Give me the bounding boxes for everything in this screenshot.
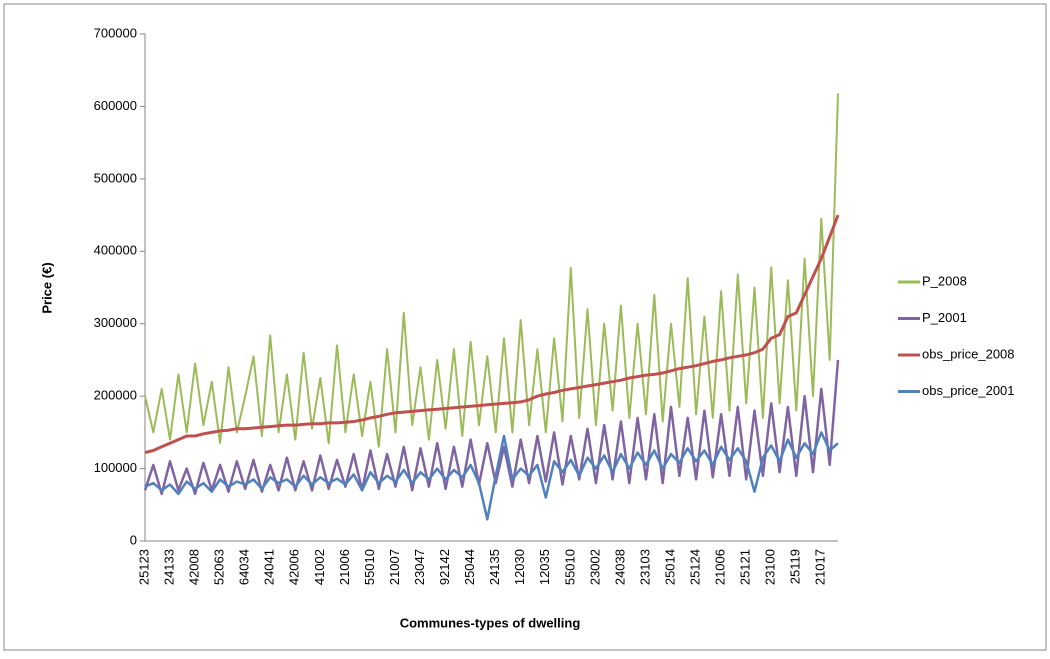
x-tick-label: 64034 [237,549,252,585]
x-axis-label: Communes-types of dwelling [400,615,581,630]
y-tick-label: 100000 [94,460,137,475]
x-tick-label: 24041 [262,549,277,585]
x-tick-label: 25044 [462,549,477,585]
x-tick-label: 21017 [813,549,828,585]
chart-frame [3,3,1047,651]
x-tick-label: 42006 [287,549,302,585]
series-line [144,93,839,448]
y-tick-label: 700000 [94,25,137,40]
x-tick-label: 23103 [637,549,652,585]
x-tick-label: 55010 [362,549,377,585]
x-tick-label: 24133 [161,549,176,585]
legend-label: obs_price_2008 [922,346,1015,361]
x-tick-label: 55010 [562,549,577,585]
x-tick-label: 12035 [537,549,552,585]
y-tick-label: 500000 [94,170,137,185]
x-tick-label: 24135 [487,549,502,585]
y-tick-label: 300000 [94,315,137,330]
x-tick-label: 92142 [437,549,452,585]
x-tick-label: 25123 [136,549,151,585]
y-tick-label: 600000 [94,98,137,113]
x-tick-label: 25014 [662,549,677,585]
x-tick-label: 12030 [512,549,527,585]
y-tick-label: 0 [130,532,137,547]
series-line [144,431,839,521]
x-tick-label: 21007 [387,549,402,585]
x-tick-label: 25119 [788,549,803,584]
y-tick-label: 200000 [94,388,137,403]
x-tick-label: 25121 [738,549,753,585]
x-tick-label: 23100 [763,549,778,585]
y-axis-label: Price (€) [39,262,54,313]
legend-label: P_2008 [922,273,967,288]
legend-label: obs_price_2001 [922,383,1015,398]
x-tick-label: 21006 [713,549,728,585]
x-tick-label: 41002 [312,549,327,585]
x-tick-label: 42008 [187,549,202,585]
x-tick-label: 25124 [687,549,702,585]
x-tick-label: 23047 [412,549,427,585]
x-tick-label: 23002 [587,549,602,585]
x-tick-label: 24038 [612,549,627,585]
legend-label: P_2001 [922,310,967,325]
x-tick-label: 52063 [212,549,227,585]
y-tick-label: 400000 [94,243,137,258]
x-tick-label: 21006 [337,549,352,585]
series-line [144,214,840,455]
